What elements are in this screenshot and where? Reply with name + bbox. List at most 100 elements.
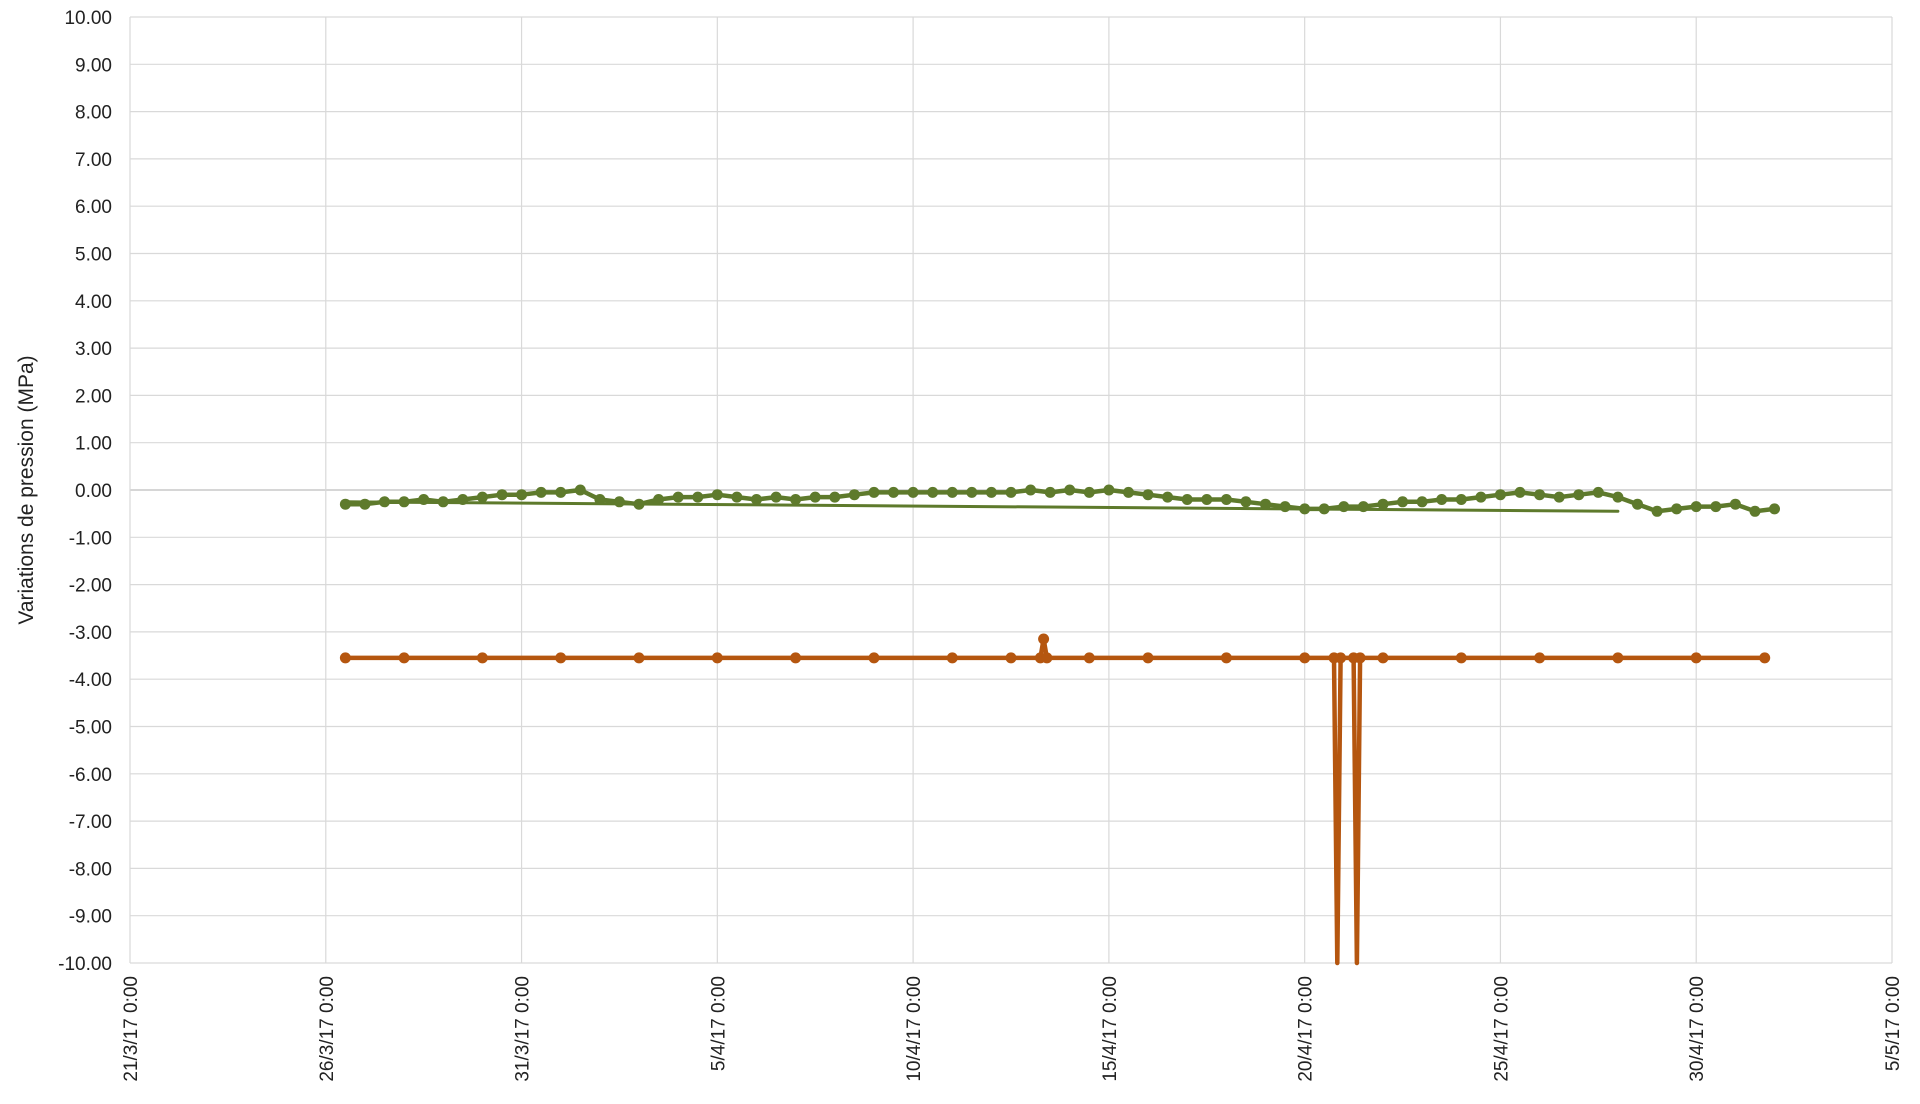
data-point [1201,494,1213,505]
data-point [1475,491,1487,503]
data-point [555,486,567,498]
y-tick-label: -2.00 [69,576,112,597]
data-point [1038,633,1050,645]
data-point [888,486,899,498]
data-point [1534,489,1546,501]
y-tick-label: -3.00 [69,623,112,644]
y-axis-title: Variations de pression (MPa) [15,355,38,624]
y-tick-label: 6.00 [75,197,112,218]
data-point [1142,652,1154,664]
data-point [1142,489,1154,501]
x-tick-label: 20/4/17 0:00 [1296,976,1317,1082]
y-tick-label: -4.00 [69,670,112,691]
data-point [672,491,684,503]
data-point [1279,501,1291,513]
data-point [516,489,528,501]
data-point [1005,652,1017,664]
data-point [535,486,547,498]
y-tick-label: -10.00 [58,954,112,975]
data-point [1534,652,1546,664]
data-point [790,652,802,664]
x-tick-label: 26/3/17 0:00 [317,976,338,1082]
y-tick-label: -6.00 [69,765,112,786]
y-tick-label: 10.00 [64,8,112,29]
data-point [1710,501,1722,513]
data-point [1335,652,1347,664]
data-point [790,494,802,505]
y-tick-label: 2.00 [75,386,112,407]
data-point [1181,494,1193,505]
data-point [1632,498,1643,510]
y-tick-labels: -10.00 -9.00 -8.00 -7.00 -6.00 -5.00 -4.00 -3.0… [58,8,112,975]
data-point [555,652,567,664]
x-tick-label: 5/5/17 0:00 [1883,976,1904,1071]
y-tick-label: 7.00 [75,150,112,171]
series-2 [343,500,1620,513]
data-point [1025,484,1037,496]
y-tick-label: 1.00 [75,434,112,455]
data-point [1729,498,1741,510]
data-point [496,489,508,501]
data-point [868,652,880,664]
data-point [1240,496,1252,508]
data-point [1260,498,1271,510]
y-tick-label: 5.00 [75,245,112,266]
x-tick-label: 21/3/17 0:00 [121,976,142,1082]
data-point [1759,652,1771,664]
data-point [1064,484,1076,496]
data-point [398,652,410,664]
data-point [927,486,939,498]
data-point [1436,494,1448,505]
y-tick-label: 8.00 [75,103,112,124]
data-point [653,494,665,505]
x-tick-label: 5/4/17 0:00 [708,976,729,1071]
series-line [343,500,1620,513]
data-point [809,491,821,503]
y-tick-label: 3.00 [75,339,112,360]
data-point [1651,505,1663,517]
data-point [1769,503,1780,515]
data-point [1573,489,1585,501]
data-point [1455,652,1467,664]
data-point [1220,494,1232,505]
data-point [946,652,958,664]
data-point [476,491,488,503]
y-tick-label: -1.00 [69,528,112,549]
data-point [1690,652,1702,664]
data-point [731,491,743,503]
data-point [1455,494,1467,505]
data-point [829,491,841,503]
x-tick-label: 15/4/17 0:00 [1100,976,1121,1082]
plot-area [129,16,1893,966]
data-point [770,491,782,503]
x-tick-label: 30/4/17 0:00 [1687,976,1708,1082]
data-point [1690,501,1702,513]
data-point [1354,652,1366,664]
data-point [1592,486,1604,498]
data-point [1494,489,1506,501]
data-point [339,652,351,664]
data-point [574,484,586,496]
data-point [1612,491,1624,503]
data-point [1299,652,1311,664]
data-point [1083,652,1095,664]
data-point [692,491,704,503]
data-point [1220,652,1232,664]
series-layer [339,484,1780,966]
data-point [907,486,919,498]
data-point [359,498,371,510]
data-point [1553,491,1565,503]
y-tick-label: -9.00 [69,907,112,928]
series-3 [339,633,1771,966]
data-point [1397,496,1409,508]
data-point [711,489,723,501]
x-tick-label: 25/4/17 0:00 [1491,976,1512,1082]
x-tick-label: 10/4/17 0:00 [904,976,925,1082]
data-point [613,496,625,508]
x-tick-label: 31/3/17 0:00 [513,976,534,1082]
y-tick-label: -8.00 [69,859,112,880]
data-point [848,489,860,501]
data-point [1103,484,1115,496]
x-tick-labels: 21/3/17 0:00 26/3/17 0:00 31/3/17 0:00 5/4/… [121,976,1904,1082]
data-point [868,486,880,498]
